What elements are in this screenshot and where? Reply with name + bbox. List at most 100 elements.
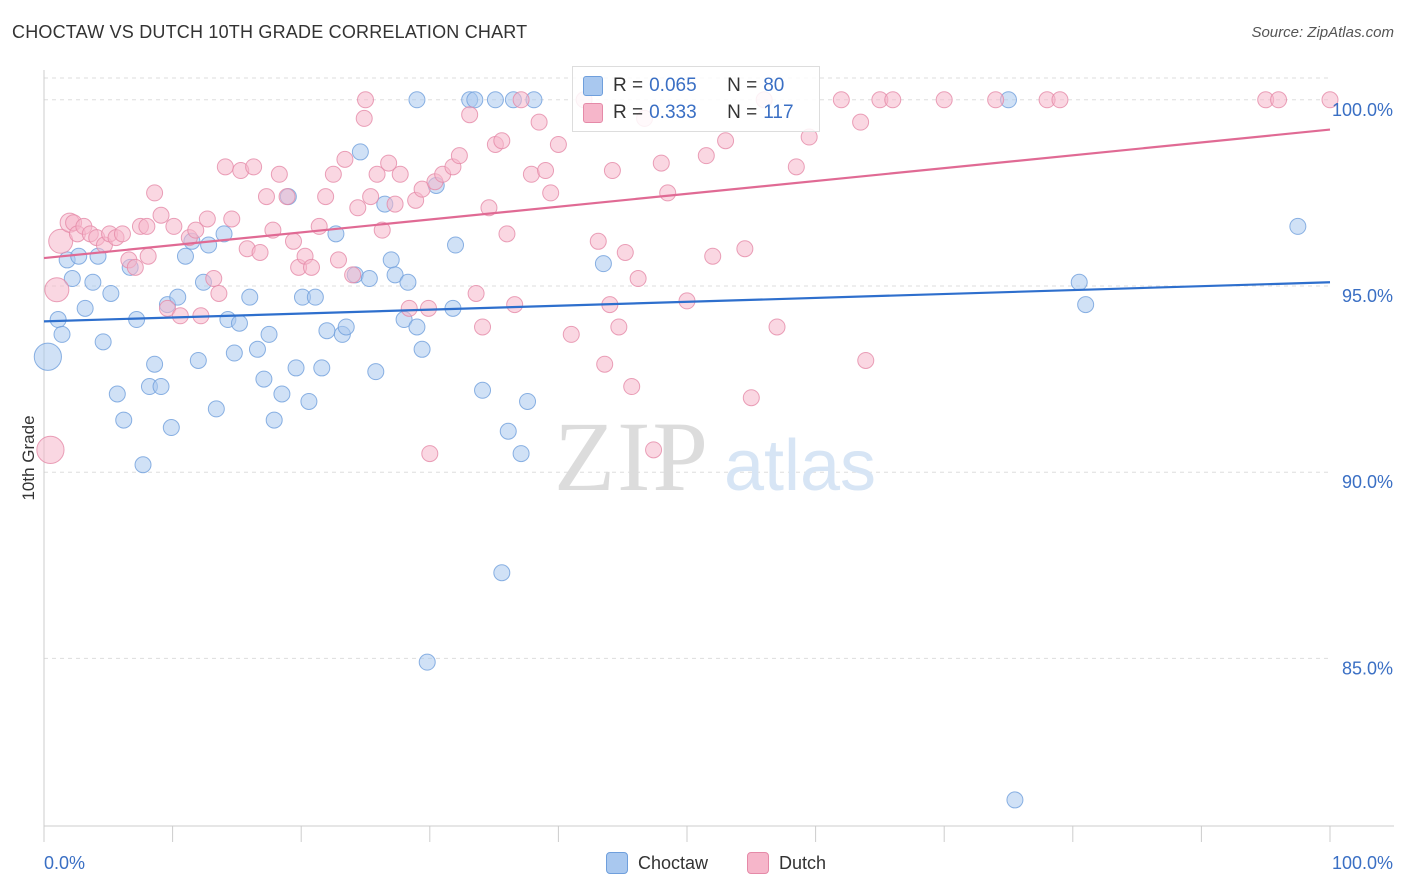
point-choctaw [53,325,71,343]
point-choctaw [474,381,492,399]
point-dutch [198,210,216,228]
point-choctaw [318,322,336,340]
point-choctaw [1070,273,1088,291]
point-dutch [36,435,65,464]
point-dutch [362,188,380,206]
point-choctaw [248,340,266,358]
point-choctaw [189,351,207,369]
trend-line-choctaw [43,281,1331,323]
legend-item-dutch[interactable]: Dutch [747,852,826,874]
point-dutch [704,247,722,265]
point-dutch [158,299,176,317]
point-dutch [522,165,540,183]
point-dutch [278,188,296,206]
chart-source: Source: ZipAtlas.com [1251,24,1394,41]
point-choctaw [76,299,94,317]
point-dutch [113,225,131,243]
point-dutch [652,154,670,172]
dutch-r-value: 0.333 [649,102,697,123]
point-choctaw [413,340,431,358]
dutch-r-label: R = [613,102,644,123]
point-choctaw [360,270,378,288]
y-tick-label: 100.0% [1332,100,1393,120]
point-dutch [205,270,223,288]
point-choctaw [255,370,273,388]
point-choctaw [102,284,120,302]
point-dutch [138,217,156,235]
point-dutch [717,132,735,150]
point-choctaw [287,359,305,377]
point-choctaw [265,411,283,429]
point-choctaw [33,342,62,371]
point-choctaw [418,653,436,671]
point-choctaw [134,456,152,474]
point-choctaw [594,255,612,273]
point-choctaw [162,419,180,437]
point-dutch [257,188,275,206]
x-tick-label: 100.0% [1332,853,1393,873]
point-choctaw [1006,791,1024,809]
dutch-swatch [583,103,603,123]
point-dutch [787,158,805,176]
point-dutch [357,91,374,109]
legend-dutch-swatch [747,852,769,874]
point-choctaw [146,355,164,373]
point-dutch [420,299,438,317]
y-tick-label: 90.0% [1342,472,1393,492]
stats-row-choctaw: R = 0.065 N = 80 [583,72,784,100]
point-dutch [498,225,516,243]
point-dutch [344,266,362,284]
point-dutch [852,113,870,131]
point-dutch [349,199,367,217]
point-choctaw [207,400,225,418]
point-choctaw [466,91,484,109]
point-dutch [512,91,530,109]
series-legend: Choctaw Dutch [0,852,1406,878]
point-choctaw [519,392,537,410]
point-dutch [223,210,241,228]
point-dutch [317,188,335,206]
tick-labels: 100.0% 95.0% 90.0% 85.0% 0.0% 100.0% 10th Grad… [19,100,1393,873]
legend-dutch-label: Dutch [779,852,827,873]
point-dutch [935,91,953,109]
point-dutch [1051,91,1069,109]
point-dutch [884,91,902,109]
point-choctaw [408,91,426,109]
point-choctaw [367,363,385,381]
point-choctaw [230,314,248,332]
point-choctaw [386,266,404,284]
point-dutch [48,228,74,254]
legend-item-choctaw[interactable]: Choctaw [606,852,708,874]
point-dutch [368,165,386,183]
point-dutch [400,299,418,317]
point-dutch [562,325,580,343]
point-dutch [596,355,614,373]
stats-legend: R = 0.065 N = 80 R = 0.333 N = 117 [572,66,820,132]
point-dutch [542,184,560,202]
series-dutch-points [36,91,1339,464]
axes [43,70,1394,842]
point-dutch [152,206,170,224]
point-dutch [742,389,760,407]
y-axis-title: 10th Grade [19,415,38,500]
point-dutch [210,284,228,302]
point-dutch [386,195,404,213]
point-dutch [413,180,431,198]
point-dutch [139,247,157,265]
point-dutch [768,318,786,336]
dutch-n-value: 117 [763,102,794,123]
point-choctaw [273,385,291,403]
point-dutch [474,318,492,336]
point-choctaw [225,344,243,362]
point-choctaw [399,273,417,291]
point-dutch [461,106,479,124]
point-dutch [421,445,439,463]
point-dutch [480,199,498,217]
point-dutch [537,162,555,180]
point-dutch [380,154,398,172]
point-dutch [391,165,409,183]
point-dutch [187,221,205,239]
point-dutch [302,258,320,276]
trend-line-dutch [43,128,1331,260]
